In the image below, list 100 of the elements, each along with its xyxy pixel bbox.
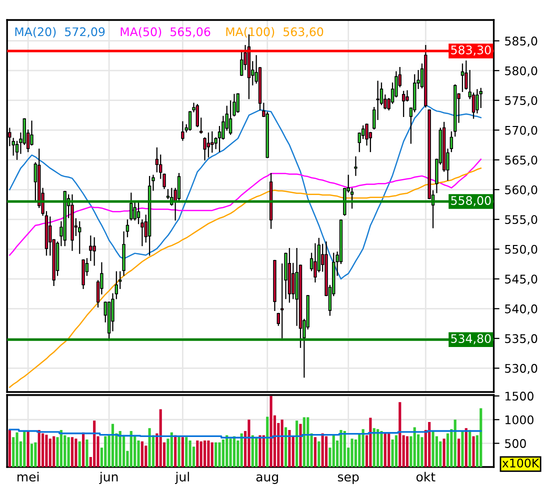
candlestick <box>30 120 34 146</box>
bar <box>67 437 70 467</box>
bar <box>38 430 40 467</box>
bar <box>394 435 398 467</box>
bar <box>93 420 96 467</box>
bar <box>398 402 402 467</box>
y-tick-label: 570,0 <box>505 126 538 136</box>
bar <box>42 433 44 467</box>
bar <box>214 442 218 467</box>
bar <box>288 430 291 467</box>
bar <box>60 430 62 467</box>
bar <box>420 437 424 467</box>
candlestick <box>130 192 133 221</box>
candlestick <box>206 132 210 158</box>
bar <box>104 436 107 467</box>
bar <box>266 416 269 467</box>
candlestick <box>354 156 358 176</box>
candlestick <box>402 90 406 117</box>
y-tick-label: 560,0 <box>505 185 538 196</box>
bar <box>380 431 383 467</box>
bar <box>321 433 324 467</box>
y-tick-label: 500 <box>505 439 526 448</box>
x-tick-label: aug <box>256 474 278 484</box>
bar <box>432 431 434 467</box>
bar <box>255 437 258 467</box>
bar <box>302 417 306 467</box>
ref-line-label: 558,00 <box>451 196 491 206</box>
bar <box>203 440 206 467</box>
bar <box>280 420 284 467</box>
bar <box>174 435 177 467</box>
bar <box>472 436 475 467</box>
bar <box>185 437 188 467</box>
bar <box>258 435 262 467</box>
candlestick <box>126 219 130 238</box>
candlestick <box>228 100 232 135</box>
bar <box>196 440 199 467</box>
bar <box>181 437 184 467</box>
bar <box>137 440 140 467</box>
bar <box>296 420 298 467</box>
candlestick <box>218 126 222 152</box>
bar <box>428 422 431 467</box>
bar <box>226 435 228 467</box>
bar <box>406 436 409 467</box>
text: MA(100) 563,60 <box>226 27 324 38</box>
ref-line-label: 534,80 <box>451 334 491 344</box>
bar <box>140 441 144 467</box>
bar <box>468 430 472 467</box>
bar <box>144 446 148 467</box>
bar <box>207 440 210 467</box>
bar <box>299 424 302 467</box>
bar <box>118 431 122 467</box>
bar <box>251 435 254 467</box>
x-tick-label: jun <box>99 472 118 484</box>
bar <box>461 431 464 467</box>
bar <box>350 438 354 467</box>
candlestick <box>133 200 136 221</box>
bar <box>45 434 48 467</box>
y-tick-label: 545,0 <box>505 274 538 285</box>
bar <box>170 432 173 467</box>
x-tick-label: sep <box>338 474 359 484</box>
bar <box>229 438 232 467</box>
bar <box>458 438 460 467</box>
bar <box>82 432 85 467</box>
bar <box>111 424 114 467</box>
bar <box>362 429 364 467</box>
bar <box>262 435 265 467</box>
bar <box>130 431 132 467</box>
y-tick-label: 530,0 <box>505 364 538 374</box>
bar <box>78 441 81 467</box>
bar <box>384 432 386 467</box>
bar <box>218 442 221 467</box>
bar <box>200 441 202 467</box>
y-tick-label: 565,0 <box>505 156 538 166</box>
y-tick-label: 585,0 <box>505 36 538 47</box>
candlestick <box>92 237 96 266</box>
bar <box>23 431 26 467</box>
bar <box>270 396 272 467</box>
y-tick-label: 580,0 <box>505 66 538 76</box>
ref-line-label: 583,30 <box>451 45 491 56</box>
bar <box>248 420 250 467</box>
bar <box>435 436 438 467</box>
bar <box>340 430 342 467</box>
bar <box>232 436 236 467</box>
bar <box>240 433 243 467</box>
bar <box>446 433 450 467</box>
y-tick-label: 550,0 <box>505 244 538 256</box>
bar <box>388 432 390 467</box>
bar <box>26 431 30 467</box>
candlestick <box>181 121 184 141</box>
bar <box>284 427 288 467</box>
candlestick <box>78 221 82 254</box>
x-tick-label: jul <box>175 472 189 484</box>
candlestick <box>460 63 464 92</box>
y-tick-label: 1000 <box>505 415 534 424</box>
bar <box>369 418 372 467</box>
bar <box>442 438 446 467</box>
x-tick-label: mei <box>18 472 39 482</box>
bar <box>358 433 361 467</box>
bar <box>74 438 78 467</box>
bar <box>148 428 151 467</box>
